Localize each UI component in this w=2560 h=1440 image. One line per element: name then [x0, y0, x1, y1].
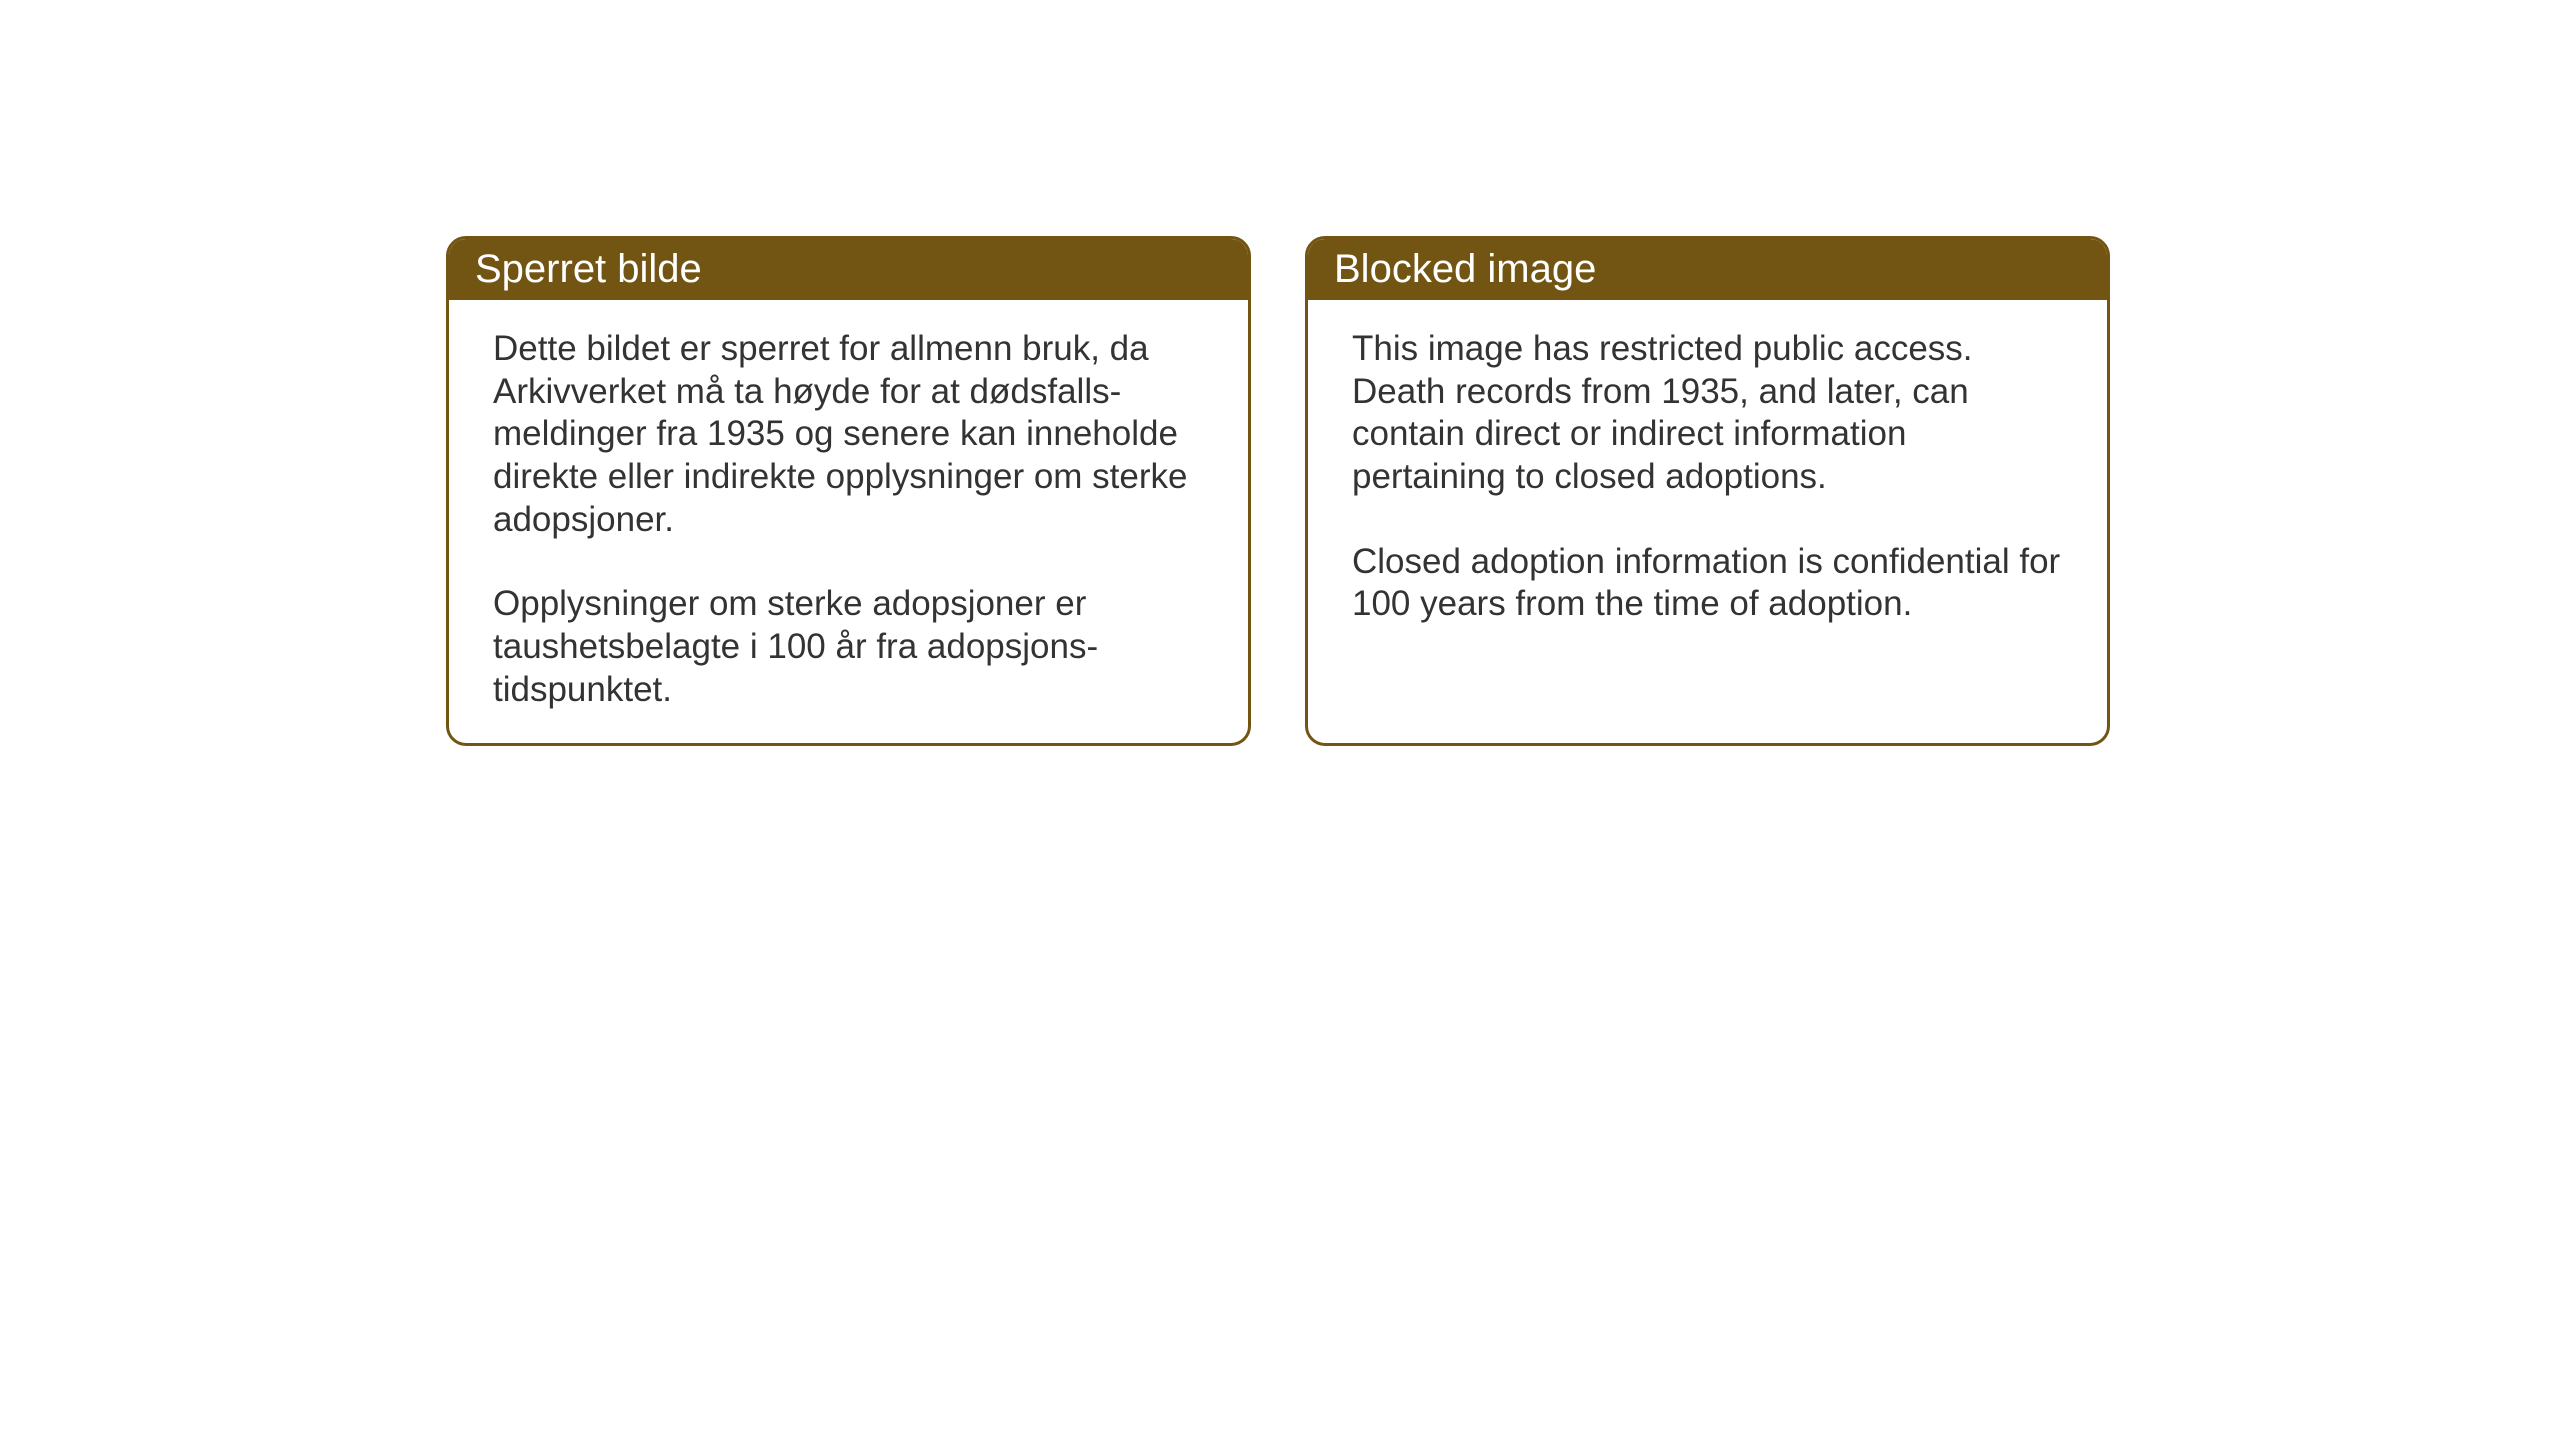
notice-paragraph-2-english: Closed adoption information is confident… [1352, 541, 2063, 626]
notice-paragraph-1-english: This image has restricted public access.… [1352, 328, 2063, 499]
notice-header-norwegian: Sperret bilde [449, 239, 1248, 300]
notice-body-english: This image has restricted public access.… [1308, 300, 2107, 654]
notice-header-english: Blocked image [1308, 239, 2107, 300]
notice-paragraph-2-norwegian: Opplysninger om sterke adopsjoner er tau… [493, 583, 1204, 711]
notice-paragraph-1-norwegian: Dette bildet er sperret for allmenn bruk… [493, 328, 1204, 541]
notice-box-english: Blocked image This image has restricted … [1305, 236, 2110, 746]
notice-box-norwegian: Sperret bilde Dette bildet er sperret fo… [446, 236, 1251, 746]
notice-body-norwegian: Dette bildet er sperret for allmenn bruk… [449, 300, 1248, 740]
notice-container: Sperret bilde Dette bildet er sperret fo… [0, 0, 2560, 746]
